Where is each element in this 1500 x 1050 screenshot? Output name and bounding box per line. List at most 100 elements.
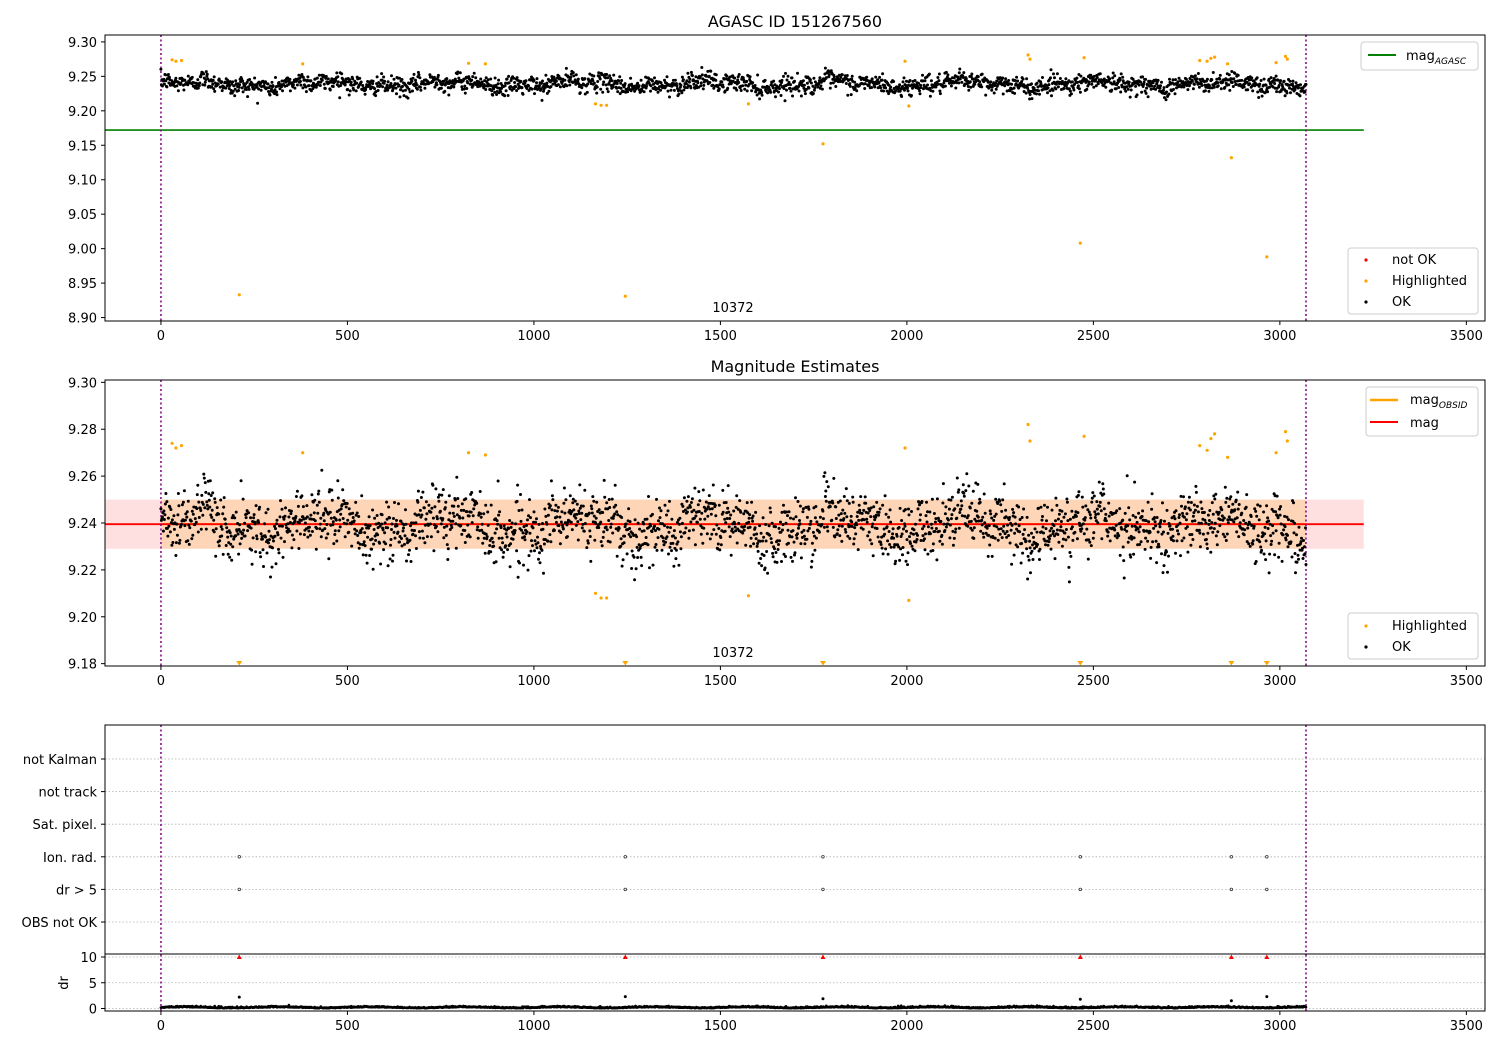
ok-point <box>297 73 301 77</box>
ok-point <box>1145 86 1149 90</box>
ok-point <box>586 82 590 86</box>
ok-point <box>336 496 340 500</box>
ok-point <box>793 79 796 83</box>
ok-point <box>990 516 994 520</box>
ok-point <box>386 88 390 92</box>
ok-point <box>460 532 464 536</box>
ok-point <box>845 74 849 77</box>
ok-point <box>882 89 886 93</box>
ok-point <box>452 514 456 518</box>
ok-point <box>940 542 944 546</box>
ok-point <box>370 547 374 551</box>
ok-point <box>811 553 815 557</box>
ok-point <box>1277 84 1281 87</box>
ok-point <box>1113 74 1117 78</box>
ok-point <box>655 497 658 501</box>
ok-point <box>986 554 990 558</box>
ok-point <box>316 511 320 515</box>
ok-point <box>1095 500 1099 504</box>
ok-point <box>908 79 912 82</box>
ok-point <box>535 77 539 81</box>
ok-point <box>372 542 376 546</box>
ok-point <box>629 535 633 539</box>
ok-point <box>742 512 746 516</box>
ok-point <box>980 72 984 76</box>
ok-point <box>386 526 390 530</box>
ok-point <box>590 511 594 515</box>
ok-point <box>1088 513 1092 517</box>
ok-point <box>602 478 606 482</box>
ok-point <box>319 535 323 539</box>
ok-point <box>1300 536 1303 540</box>
ok-point <box>510 88 514 92</box>
ok-point <box>1141 509 1145 513</box>
ok-point <box>375 514 379 517</box>
highlighted-point <box>605 596 609 600</box>
ok-point <box>962 491 966 495</box>
ok-point <box>749 536 753 540</box>
ok-point <box>840 539 844 543</box>
highlighted-point <box>903 446 907 450</box>
ok-point <box>668 545 672 549</box>
ok-point <box>497 78 501 82</box>
ok-point <box>493 76 497 80</box>
ok-point <box>1035 81 1039 85</box>
ok-point <box>338 96 342 100</box>
ok-point <box>666 509 670 513</box>
ok-point <box>973 82 977 86</box>
ok-point <box>196 86 200 90</box>
ok-point <box>243 521 247 525</box>
ok-point <box>520 528 523 532</box>
ok-point <box>724 501 728 504</box>
ok-point <box>902 527 905 531</box>
ok-point <box>218 85 222 89</box>
ok-point <box>653 524 656 528</box>
ok-point <box>570 528 574 532</box>
ok-point <box>259 555 263 559</box>
ok-point <box>252 87 256 91</box>
ok-point <box>309 79 313 83</box>
ok-point <box>187 542 191 546</box>
ok-point <box>917 500 921 504</box>
ok-point <box>916 507 920 511</box>
ok-point <box>692 82 696 86</box>
ok-point <box>213 81 217 85</box>
ok-point <box>365 561 369 565</box>
ok-point <box>1236 507 1240 511</box>
ok-point <box>592 499 596 503</box>
ok-point <box>1001 92 1005 96</box>
legend-ok-marker <box>1364 300 1368 304</box>
ok-point <box>823 495 827 498</box>
ok-point <box>305 515 309 519</box>
ok-point <box>1069 554 1073 558</box>
ok-point <box>1196 510 1200 514</box>
ok-point <box>628 527 632 530</box>
ok-point <box>470 78 474 82</box>
highlighted-point <box>301 62 305 66</box>
ok-point <box>300 494 304 498</box>
ok-point <box>783 99 787 103</box>
ok-point <box>419 88 423 92</box>
ok-point <box>900 519 904 522</box>
ok-point <box>251 536 255 540</box>
ok-point <box>390 74 393 78</box>
ok-point <box>782 87 786 90</box>
ok-point <box>628 520 632 524</box>
ok-point <box>865 520 869 524</box>
ok-point <box>1095 76 1099 79</box>
ok-point <box>1190 533 1194 536</box>
ok-point <box>1054 87 1058 91</box>
ok-point <box>708 537 712 541</box>
ok-point <box>535 546 539 550</box>
ok-point <box>1059 525 1063 529</box>
ok-point <box>275 90 278 94</box>
ok-point <box>1204 538 1208 541</box>
ok-point <box>907 507 910 511</box>
ok-point <box>1185 525 1189 529</box>
ok-point <box>941 501 945 505</box>
ok-point <box>554 79 558 83</box>
ok-point <box>693 543 697 547</box>
ok-point <box>852 537 856 541</box>
ok-point <box>315 76 319 80</box>
ok-point <box>843 528 847 531</box>
